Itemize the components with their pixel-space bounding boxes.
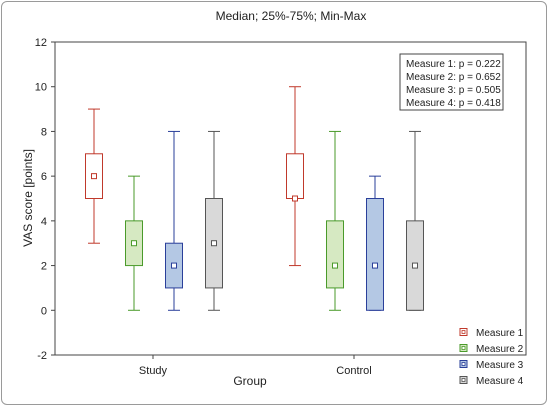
chart-title: Median; 25%-75%; Min-Max — [216, 9, 367, 23]
p-value-measure-2: Measure 2: p = 0.652 — [406, 72, 501, 83]
median-marker — [171, 262, 177, 269]
y-axis-label: VAS score [points] — [21, 149, 35, 247]
median-marker — [372, 262, 378, 269]
y-tick-label: -2 — [37, 350, 47, 362]
legend-label: Measure 2 — [476, 344, 524, 355]
legend-swatch-marker — [461, 362, 466, 366]
series-measure-3 — [165, 130, 384, 311]
plot-area — [54, 41, 527, 356]
median-marker — [292, 195, 298, 202]
series-measure-2 — [125, 130, 344, 311]
legend-label: Measure 1 — [476, 328, 524, 339]
legend: Measure 1 Measure 2 Measure 3 Measure 4 — [459, 328, 524, 387]
x-axis: Study Control — [139, 355, 372, 377]
box-series-group — [85, 86, 424, 311]
y-tick-label: 0 — [41, 305, 47, 317]
p-value-measure-4: Measure 4: p = 0.418 — [406, 98, 501, 109]
y-tick-label: 8 — [41, 126, 47, 138]
series-measure-4 — [205, 130, 424, 311]
y-tick-label: 10 — [35, 82, 47, 94]
x-tick-label: Control — [336, 365, 371, 377]
iqr-box — [326, 220, 344, 289]
y-tick-label: 12 — [35, 37, 47, 49]
median-marker — [211, 240, 217, 247]
median-marker — [131, 240, 137, 247]
legend-label: Measure 4 — [476, 376, 524, 387]
p-value-annotation: Measure 1: p = 0.222 Measure 2: p = 0.65… — [399, 53, 504, 111]
median-marker — [332, 262, 338, 269]
y-tick-label: 6 — [41, 171, 47, 183]
y-tick-label: 2 — [41, 261, 47, 273]
legend-swatch-marker — [461, 378, 466, 382]
series-measure-1 — [85, 86, 304, 267]
median-marker — [91, 173, 97, 180]
iqr-box — [286, 153, 304, 200]
p-value-measure-1: Measure 1: p = 0.222 — [406, 59, 501, 70]
x-axis-label: Group — [233, 374, 267, 388]
legend-swatch-marker — [461, 346, 466, 350]
y-tick-label: 4 — [41, 216, 47, 228]
p-value-box — [399, 53, 504, 111]
iqr-box — [366, 198, 384, 311]
median-marker — [412, 262, 418, 269]
p-value-measure-3: Measure 3: p = 0.505 — [406, 85, 501, 96]
legend-swatch-marker — [461, 330, 466, 334]
y-axis: -2 0 2 4 6 8 10 12 — [35, 37, 55, 362]
x-tick-label: Study — [139, 365, 168, 377]
legend-label: Measure 3 — [476, 360, 524, 371]
